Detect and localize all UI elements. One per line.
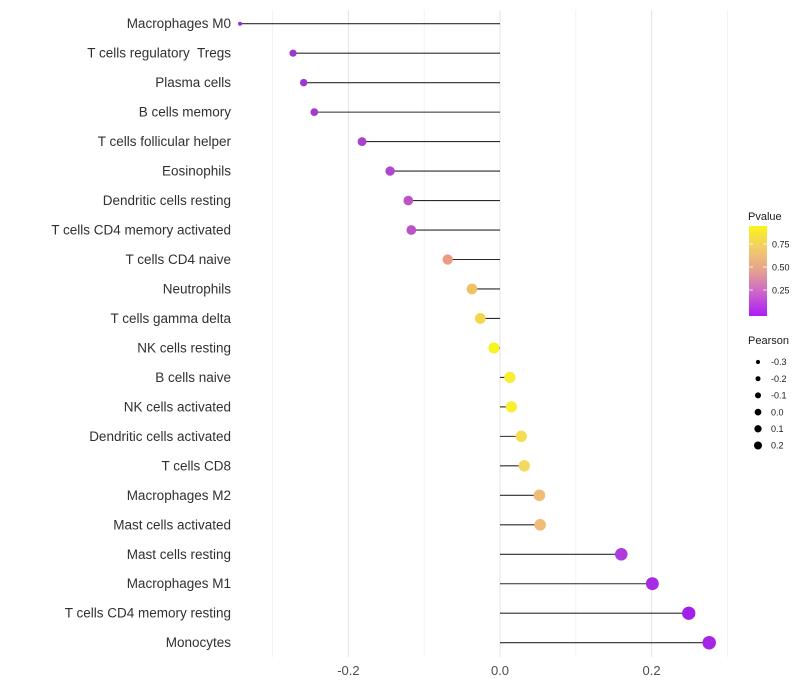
lollipop-dots <box>238 21 716 650</box>
y-axis-label: Macrophages M2 <box>127 488 231 503</box>
x-axis-tick-label: 0.0 <box>491 663 509 678</box>
y-axis-label: T cells follicular helper <box>98 134 232 149</box>
y-axis-label: Mast cells resting <box>127 547 231 562</box>
pvalue-colorbar-ticks: 0.75 0.50 0.25 <box>749 240 790 295</box>
lollipop-dot <box>299 78 308 87</box>
lollipop-dot <box>533 489 546 502</box>
pearson-legend-label: 0.0 <box>771 407 784 417</box>
pearson-size-legend: Pearson -0.3 -0.2 -0.1 0.0 0.1 0.2 <box>748 335 789 451</box>
y-axis-label: Eosinophils <box>162 164 231 179</box>
y-axis-label: Macrophages M0 <box>127 16 231 31</box>
pearson-legend-dot <box>755 392 761 399</box>
y-axis-label: Dendritic cells activated <box>89 429 231 444</box>
lollipop-dot <box>466 283 478 295</box>
colorbar-tick-label: 0.75 <box>772 240 790 250</box>
lollipop-dot <box>403 195 414 206</box>
lollipop-dot <box>385 166 395 176</box>
lollipop-dot <box>702 635 716 650</box>
lollipop-dot <box>534 518 546 531</box>
y-axis-label: Dendritic cells resting <box>103 193 231 208</box>
y-axis-label: B cells memory <box>139 105 232 120</box>
lollipop-stems <box>240 23 710 644</box>
y-axis-label: Macrophages M1 <box>127 576 231 591</box>
colorbar-tick-label: 0.25 <box>772 285 790 295</box>
y-axis-label: T cells CD4 naive <box>125 252 231 267</box>
y-axis-label: NK cells activated <box>124 399 231 414</box>
y-axis-label: T cells CD4 memory activated <box>51 223 231 238</box>
lollipop-dot <box>682 606 696 620</box>
y-axis-label: B cells naive <box>155 370 231 385</box>
pearson-legend-label: 0.1 <box>771 424 784 434</box>
pearson-legend-label: 0.2 <box>771 441 784 451</box>
x-axis-tick-label: 0.2 <box>643 663 661 678</box>
pvalue-colorbar <box>749 226 767 316</box>
pearson-legend-dot <box>755 359 761 365</box>
x-axis-labels: -0.2 0.0 0.2 <box>337 663 660 678</box>
lollipop-dot <box>615 547 628 561</box>
lollipop-dot <box>488 342 500 354</box>
lollipop-dot <box>515 430 527 443</box>
lollipop-dot <box>406 225 417 235</box>
gridlines <box>272 10 728 658</box>
pearson-legend-dot <box>755 376 761 382</box>
pearson-legend-items: -0.3 -0.2 -0.1 0.0 0.1 0.2 <box>754 357 787 451</box>
y-axis-labels: Macrophages M0 T cells regulatory Tregs Pl… <box>51 16 231 650</box>
y-axis-label: Plasma cells <box>155 75 231 90</box>
y-axis-label: T cells gamma delta <box>110 311 231 326</box>
lollipop-dot <box>474 313 486 324</box>
y-axis-label: T cells CD4 memory resting <box>65 606 231 621</box>
lollipop-dot <box>310 108 319 117</box>
y-axis-label: Mast cells activated <box>113 517 231 532</box>
lollipop-dot <box>504 371 516 384</box>
lollipop-dot <box>357 137 367 147</box>
pvalue-legend-title: Pvalue <box>748 211 782 223</box>
pearson-legend-title: Pearson <box>748 335 789 347</box>
lollipop-dot <box>645 577 659 591</box>
lollipop-dot <box>505 401 517 413</box>
y-axis-label: NK cells resting <box>137 340 231 355</box>
lollipop-dot <box>289 49 297 57</box>
pearson-legend-label: -0.1 <box>771 391 787 401</box>
pvalue-color-legend: Pvalue 0.75 0.50 0.25 <box>748 211 790 316</box>
pearson-legend-dot <box>754 408 762 416</box>
y-axis-label: T cells CD8 <box>161 458 231 473</box>
x-axis-tick-label: -0.2 <box>337 663 359 678</box>
lollipop-dot <box>518 460 530 472</box>
pearson-legend-label: -0.3 <box>771 357 787 367</box>
pearson-legend-dot <box>754 441 762 450</box>
y-axis-label: T cells regulatory Tregs <box>87 46 231 61</box>
lollipop-dot <box>238 21 243 26</box>
pearson-legend-label: -0.2 <box>771 374 787 384</box>
colorbar-tick-label: 0.50 <box>772 263 790 273</box>
y-axis-label: Monocytes <box>166 635 232 650</box>
y-axis-label: Neutrophils <box>163 281 232 296</box>
lollipop-dot <box>442 254 453 265</box>
pearson-legend-dot <box>754 425 762 433</box>
